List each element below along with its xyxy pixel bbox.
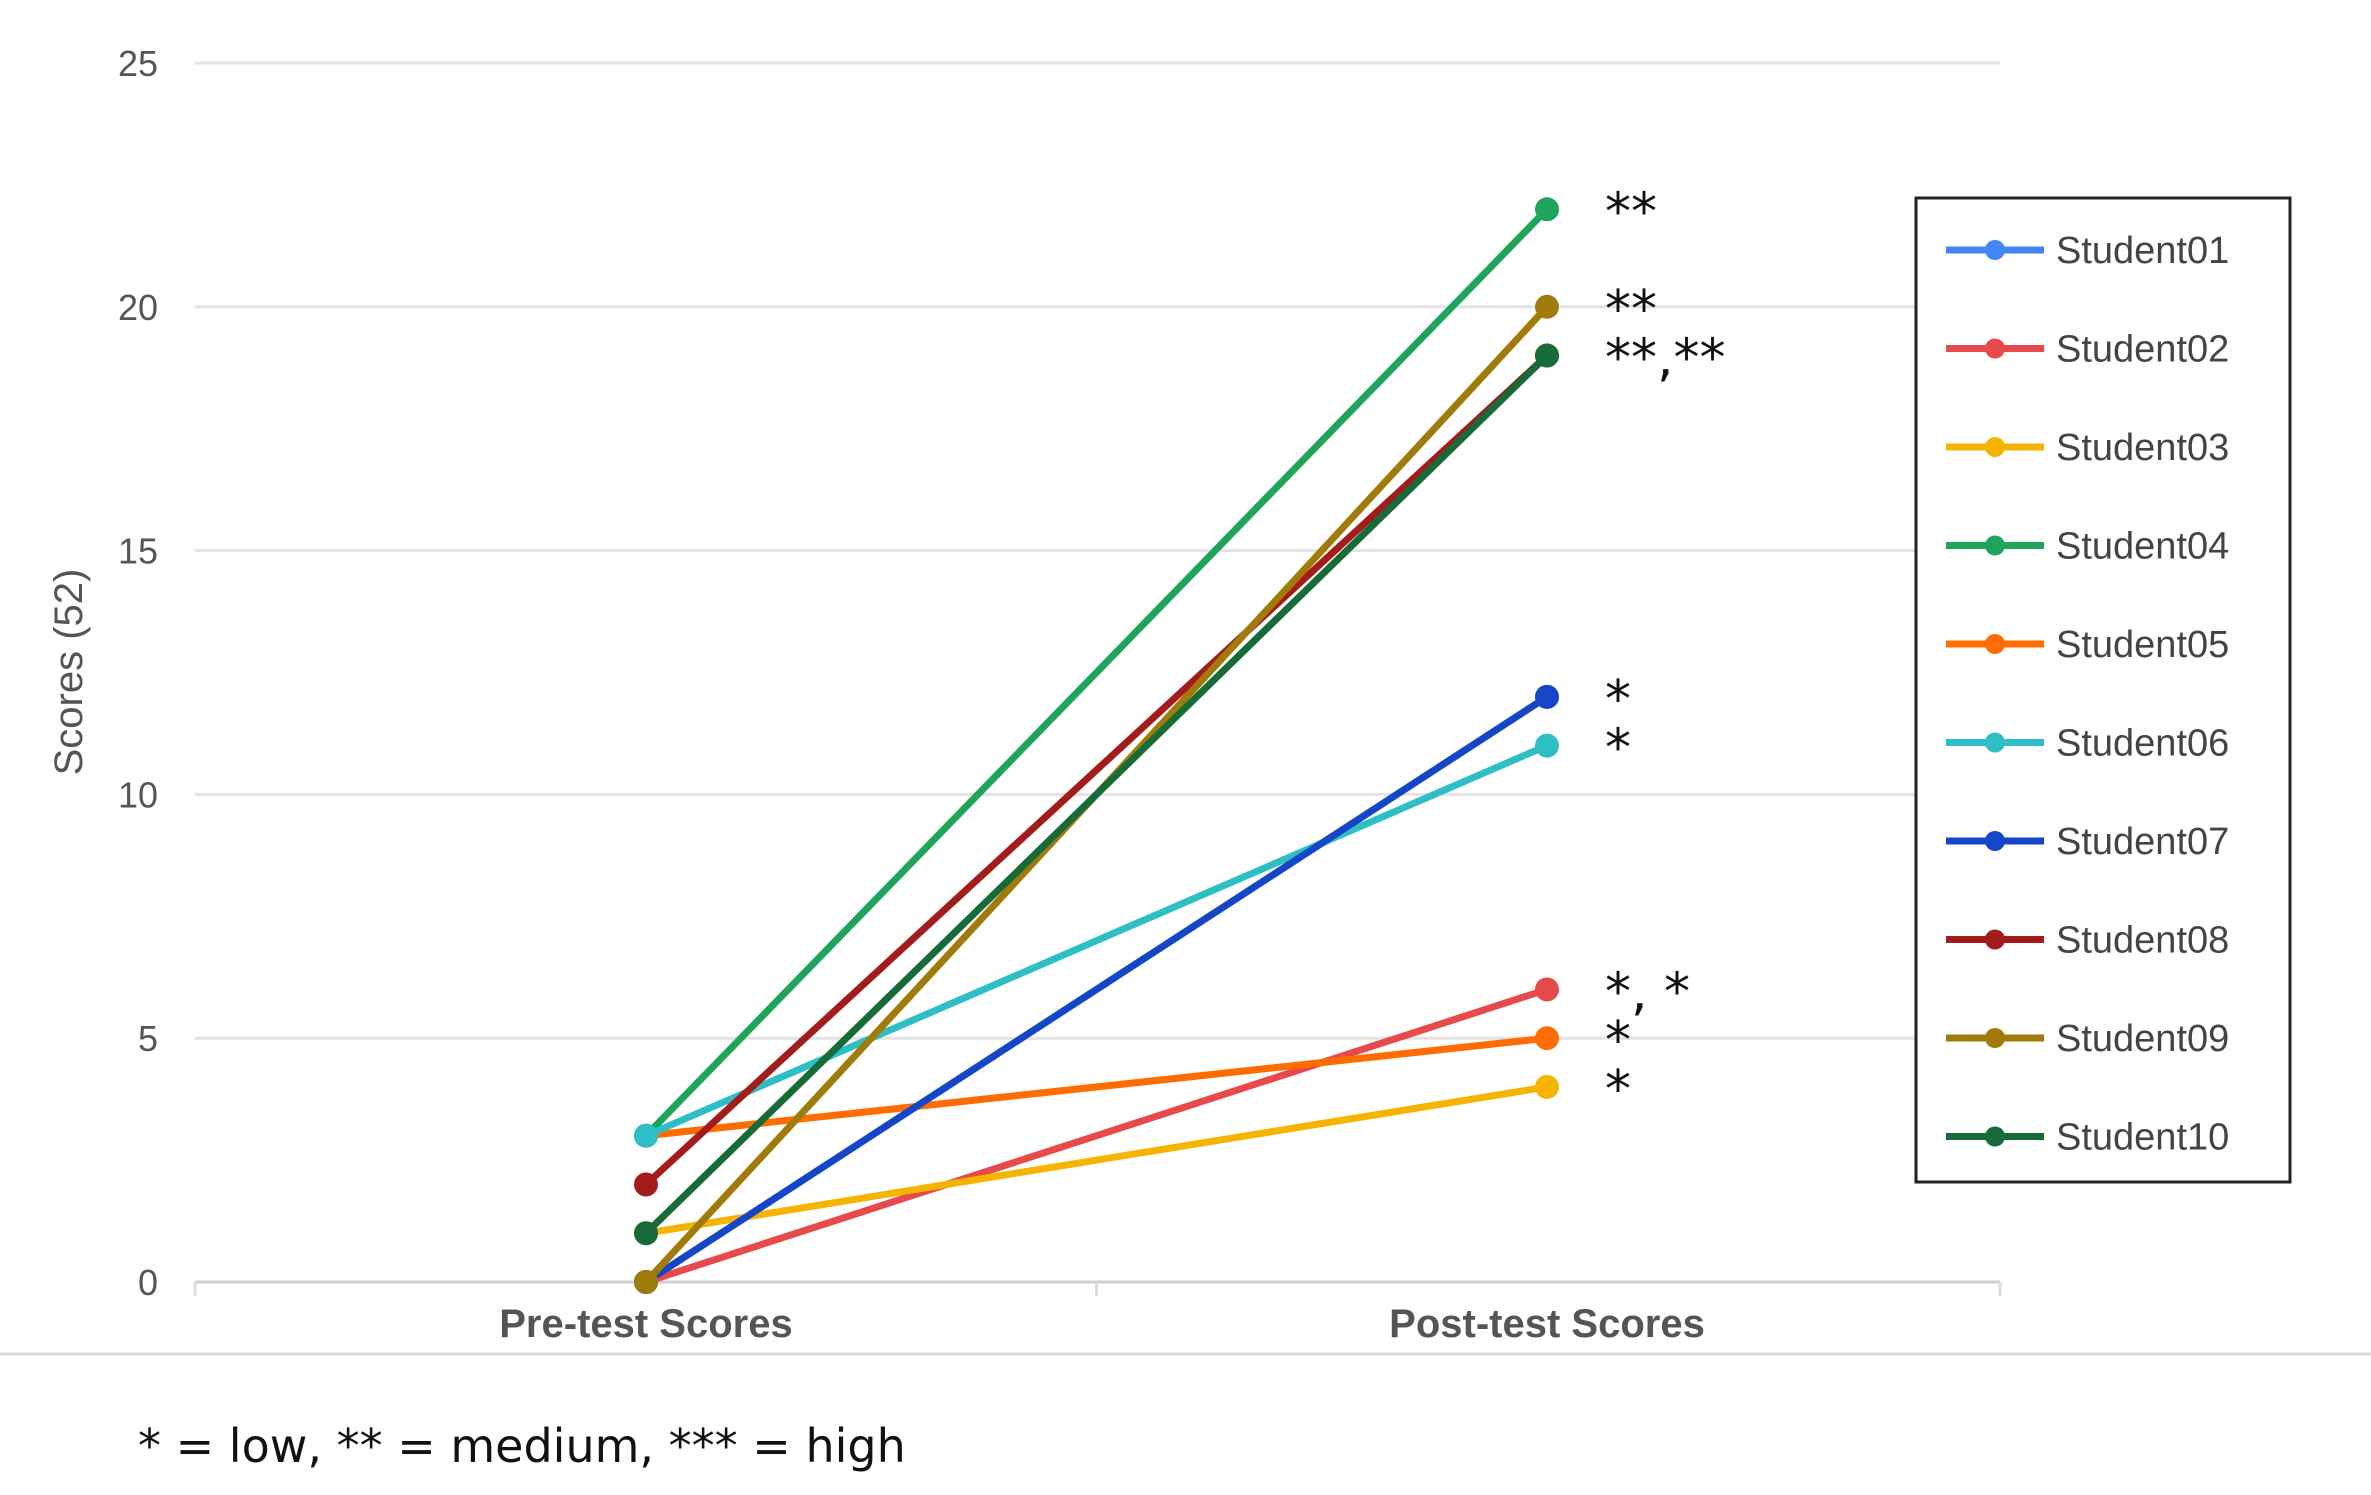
legend-swatch-dot — [1985, 732, 2005, 753]
legend-item: Student09 — [1946, 1018, 2229, 1060]
series-line — [642, 693, 1551, 1286]
y-tick-label: 10 — [118, 774, 158, 815]
data-point — [634, 1172, 658, 1197]
legend-swatch-dot — [1985, 535, 2005, 556]
legend-label: Student03 — [2056, 427, 2229, 469]
series-student03 — [634, 1074, 1559, 1246]
annotations: ******,*****, *** — [1605, 182, 1726, 1120]
series-student05 — [634, 1026, 1559, 1148]
y-tick-label: 15 — [118, 531, 158, 572]
legend-label: Student05 — [2056, 624, 2229, 666]
y-tick-label: 20 — [118, 287, 158, 328]
rating-annotation: * — [1605, 670, 1631, 730]
legend-swatch-dot — [1985, 240, 2005, 260]
legend-item: Student01 — [1946, 230, 2229, 272]
legend-item: Student02 — [1946, 329, 2229, 371]
data-point — [1535, 977, 1559, 1002]
data-point — [1535, 733, 1559, 758]
legend-swatch-dot — [1985, 831, 2005, 851]
y-tick-label: 5 — [138, 1018, 158, 1059]
axes: 0 5 10 15 20 25 Pre-test Scores Post-test Score… — [0, 43, 2371, 1356]
legend-item: Student05 — [1946, 624, 2229, 666]
legend-swatch-dot — [1985, 437, 2005, 457]
x-tick-label: Post-test Scores — [1389, 1302, 1705, 1346]
data-point — [1535, 294, 1559, 319]
series-student10 — [634, 343, 1559, 1246]
series-student02 — [634, 977, 1559, 1294]
legend-swatch-dot — [1985, 338, 2005, 359]
x-tick-label: Pre-test Scores — [499, 1302, 792, 1346]
legend-item: Student03 — [1946, 427, 2229, 469]
footnote: * = low, ** = medium, *** = high — [138, 1419, 906, 1473]
legend-swatch-dot — [1985, 634, 2005, 654]
data-point — [634, 1270, 658, 1294]
data-point — [1535, 1026, 1559, 1051]
data-point — [1535, 1074, 1559, 1099]
data-point — [634, 1221, 658, 1246]
legend-box — [1914, 196, 2292, 1184]
series-student04 — [634, 197, 1559, 1148]
rating-annotation: ** — [1605, 280, 1657, 340]
legend-label: Student07 — [2056, 821, 2229, 863]
series-line — [642, 742, 1551, 1140]
rating-annotation: *, * — [1605, 962, 1690, 1022]
legend-label: Student08 — [2056, 920, 2229, 962]
legend-item: Student04 — [1946, 526, 2229, 568]
series-line — [642, 352, 1551, 1188]
series-student08 — [634, 343, 1559, 1197]
rating-annotation: ** — [1605, 182, 1657, 242]
legend-item: Student07 — [1946, 821, 2229, 863]
series-student07 — [634, 684, 1559, 1294]
legend-label: Student02 — [2056, 329, 2229, 371]
rating-annotation: **,** — [1605, 329, 1726, 389]
rating-annotation: * — [1605, 1011, 1631, 1071]
legend-swatch-dot — [1985, 1126, 2005, 1147]
series-line — [642, 352, 1551, 1237]
series-line — [642, 1083, 1551, 1237]
rating-annotation: * — [1605, 1060, 1631, 1120]
legend-swatch-dot — [1985, 929, 2005, 950]
legend-label: Student01 — [2056, 230, 2229, 272]
legend: Student01 Student02 Student03 Student04 Stud… — [1914, 196, 2292, 1184]
legend-swatch-dot — [1985, 1028, 2005, 1048]
legend-item: Student10 — [1946, 1117, 2229, 1159]
legend-item: Student08 — [1946, 920, 2229, 962]
data-point — [1535, 684, 1559, 709]
data-point — [1535, 343, 1559, 368]
data-point — [1535, 197, 1559, 222]
legend-label: Student06 — [2056, 723, 2229, 765]
legend-label: Student09 — [2056, 1018, 2229, 1060]
series-line — [642, 1034, 1551, 1140]
series-student06 — [634, 733, 1559, 1148]
series-lines — [634, 197, 1559, 1294]
legend-label: Student10 — [2056, 1117, 2229, 1159]
legend-label: Student04 — [2056, 526, 2229, 568]
y-axis-label: Scores (52) — [47, 569, 91, 776]
y-tick-label: 0 — [138, 1262, 158, 1303]
rating-annotation: * — [1605, 719, 1631, 779]
y-tick-label: 25 — [118, 43, 158, 84]
legend-item: Student06 — [1946, 723, 2229, 765]
series-line — [642, 205, 1551, 1140]
data-point — [634, 1123, 658, 1148]
series-line — [642, 985, 1551, 1286]
